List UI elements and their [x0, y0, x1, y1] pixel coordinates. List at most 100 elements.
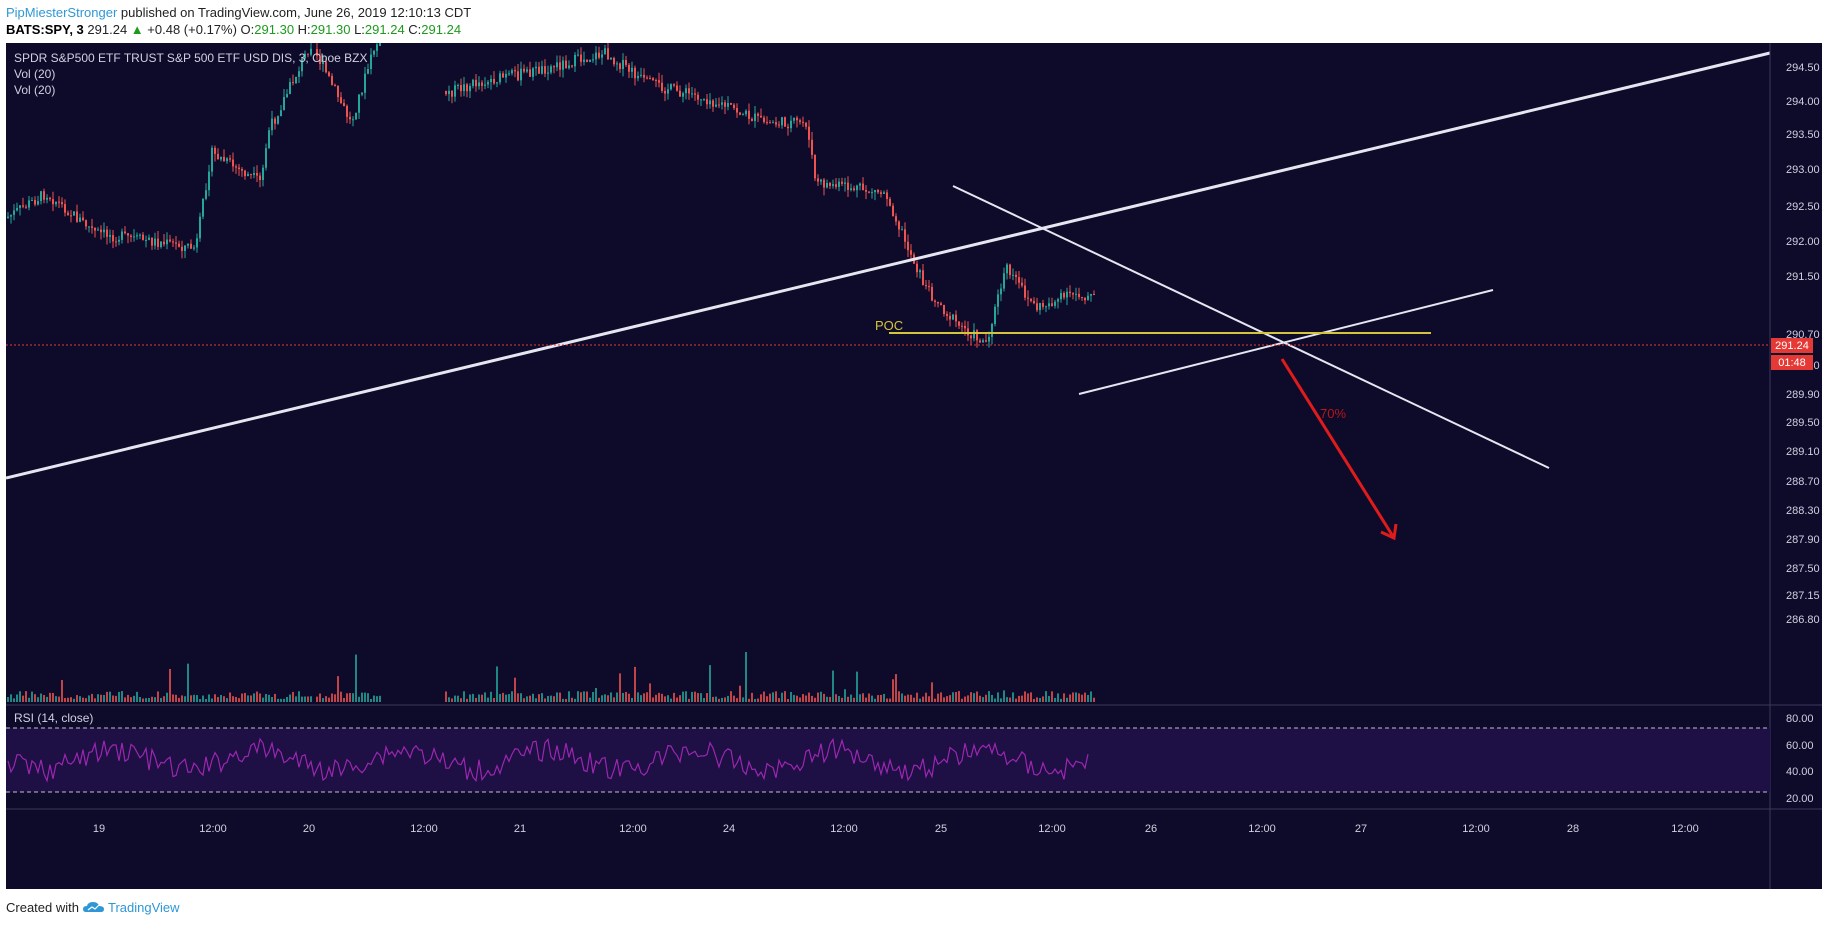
change-value: +0.48 (+0.17%): [147, 22, 237, 37]
candle-body: [865, 190, 867, 192]
candle-body: [505, 73, 507, 78]
volume-bar: [592, 691, 594, 702]
candle-body: [571, 65, 573, 67]
candle-body: [589, 60, 591, 62]
candle-body: [1003, 273, 1005, 289]
volume-bar: [43, 695, 45, 702]
volume-bar: [466, 698, 468, 702]
lower-triangle-line[interactable]: [1078, 289, 1494, 395]
candle-body: [244, 170, 246, 177]
tradingview-link[interactable]: TradingView: [108, 900, 180, 915]
candle-body: [127, 233, 129, 236]
volume-bar: [994, 698, 996, 702]
volume-bar: [319, 693, 321, 702]
chart-area[interactable]: SPDR S&P500 ETF TRUST S&P 500 ETF USD DI…: [5, 43, 1822, 889]
candle-body: [787, 126, 789, 129]
footer: Created with TradingView: [6, 900, 180, 915]
volume-bar: [1039, 698, 1041, 702]
candle-body: [808, 126, 810, 140]
volume-bar: [241, 693, 243, 702]
volume-bar: [202, 695, 204, 702]
time-tick-label: 28: [1567, 823, 1579, 835]
volume-bar: [61, 680, 63, 702]
volume-bar: [208, 694, 210, 702]
candle-body: [82, 217, 84, 221]
candle-body: [238, 167, 240, 169]
candle-body: [241, 168, 243, 171]
volume-bar: [574, 698, 576, 702]
down-arrow-shaft[interactable]: [1280, 358, 1396, 539]
price-chart-svg[interactable]: SPDR S&P500 ETF TRUST S&P 500 ETF USD DI…: [5, 43, 1822, 889]
volume-bar: [826, 696, 828, 702]
volume-bar: [787, 698, 789, 702]
volume-bar: [736, 698, 738, 702]
upper-triangle-line[interactable]: [952, 185, 1550, 469]
volume-bar: [754, 698, 756, 702]
volume-bar: [703, 698, 705, 702]
time-axis[interactable]: 19 12:00 20 12:00 21 12:00 24 12:00 25 12:00 26 12:…: [93, 823, 1699, 835]
candle-body: [1018, 277, 1020, 283]
candle-body: [871, 192, 873, 194]
candle-body: [640, 74, 642, 76]
candle-body: [541, 66, 543, 74]
candle-body: [580, 54, 582, 62]
candle-body: [184, 245, 186, 251]
candle-body: [637, 75, 639, 79]
volume-bar: [961, 698, 963, 702]
volume-bar: [346, 693, 348, 702]
candle-body: [43, 191, 45, 200]
volume-bar: [976, 691, 978, 702]
volume-bar: [952, 692, 954, 702]
volume-bar: [700, 693, 702, 702]
candle-body: [316, 49, 318, 56]
volume-bar: [808, 692, 810, 702]
candle-body: [721, 102, 723, 105]
candle-body: [1093, 293, 1095, 295]
candle-body: [172, 241, 174, 243]
volume-bar: [82, 697, 84, 702]
candle-body: [1048, 303, 1050, 307]
volume-bar: [157, 691, 159, 702]
candle-body: [703, 99, 705, 101]
candle-body: [196, 238, 198, 248]
volume-bar: [22, 695, 24, 702]
time-tick-label: 26: [1145, 823, 1157, 835]
long-trend-line[interactable]: [5, 51, 1771, 480]
volume-bar: [7, 697, 9, 702]
candle-body: [814, 154, 816, 179]
author-link[interactable]: PipMiesterStronger: [6, 5, 118, 20]
volume-bar: [898, 691, 900, 702]
price-tick-label: 294.50: [1786, 62, 1820, 74]
volume-bar: [658, 692, 660, 702]
volume-bar: [1000, 698, 1002, 702]
volume-bar: [91, 693, 93, 702]
candle-body: [208, 171, 210, 191]
volume-bars: [7, 652, 1095, 702]
volume-bar: [295, 696, 297, 702]
volume-bar: [895, 674, 897, 702]
volume-bar: [553, 696, 555, 702]
volume-bar: [973, 693, 975, 702]
volume-bar: [64, 697, 66, 702]
candle-body: [1081, 297, 1083, 299]
candle-body: [679, 90, 681, 97]
volume-bar: [190, 695, 192, 702]
rsi-axis[interactable]: 80.00 60.00 40.00 20.00: [1786, 713, 1814, 805]
volume-bar: [259, 693, 261, 702]
price-axis[interactable]: 294.50 294.00 293.50 293.00 292.50 292.00 291.…: [1786, 62, 1820, 626]
candle-body: [187, 243, 189, 246]
candle-body: [988, 336, 990, 342]
candle-body: [1084, 297, 1086, 301]
volume-bar: [169, 668, 171, 702]
candle-body: [448, 90, 450, 95]
volume-bar: [586, 691, 588, 702]
candle-body: [91, 226, 93, 228]
volume-bar: [868, 693, 870, 702]
volume-bar: [580, 692, 582, 702]
volume-bar: [205, 698, 207, 702]
candle-body: [253, 173, 255, 175]
volume-bar: [73, 698, 75, 702]
time-tick-label: 12:00: [410, 823, 438, 835]
volume-bar: [634, 666, 636, 702]
time-tick-label: 12:00: [1248, 823, 1276, 835]
